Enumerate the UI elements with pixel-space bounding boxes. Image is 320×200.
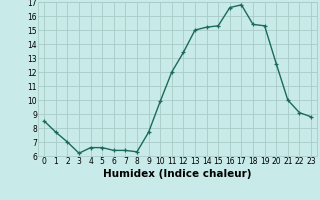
X-axis label: Humidex (Indice chaleur): Humidex (Indice chaleur)	[103, 169, 252, 179]
